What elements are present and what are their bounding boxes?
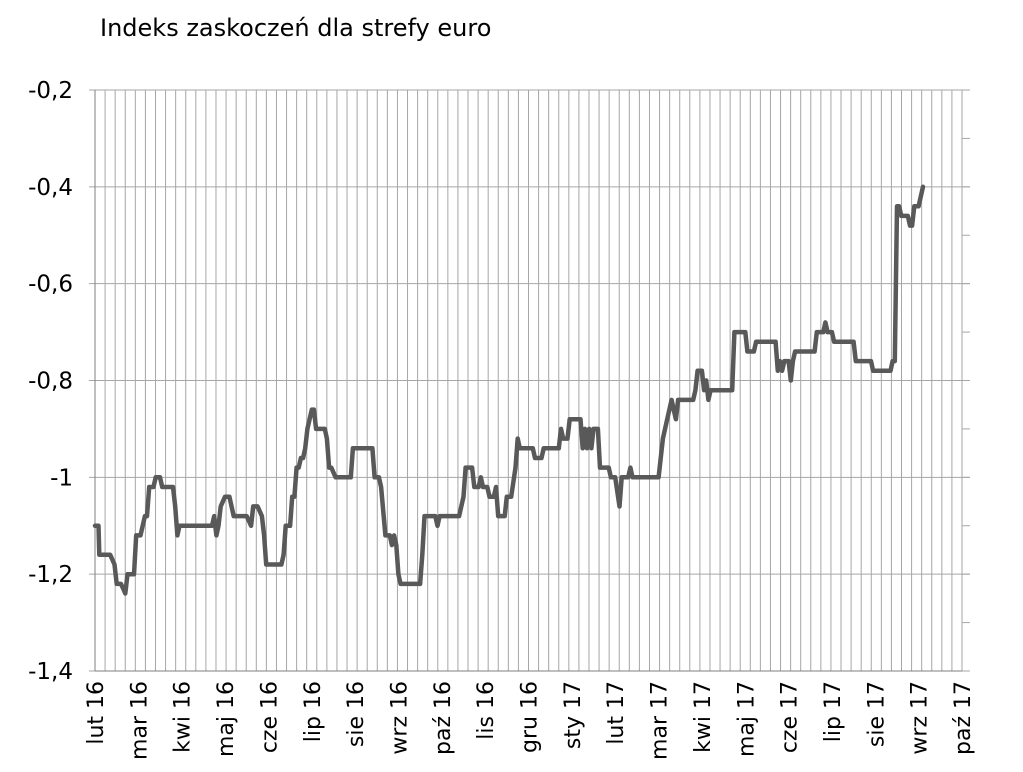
y-tick-label: -0,8 <box>28 369 73 395</box>
x-tick-label: lut 17 <box>604 681 629 745</box>
x-tick-label: paź 16 <box>431 681 456 755</box>
horizontal-gridlines <box>89 89 970 672</box>
x-tick-label: kwi 16 <box>171 681 196 753</box>
x-tick-label: sie 17 <box>864 681 889 747</box>
series-group <box>92 184 926 596</box>
y-tick-label: -1,2 <box>28 562 73 588</box>
x-tick-label: sie 16 <box>344 681 369 747</box>
x-tick-labels: lut 16 mar 16 kwi 16 maj 16 cze 16 lip 16 sie … <box>84 681 976 760</box>
y-tick-label: -1,4 <box>28 659 73 685</box>
x-tick-label: sty 17 <box>561 681 586 749</box>
y-tick-label: -1 <box>50 465 73 491</box>
x-tick-label: wrz 16 <box>387 681 412 755</box>
axes <box>94 90 962 672</box>
x-tick-label: maj 17 <box>734 681 759 757</box>
y-tick-label: -0,6 <box>28 272 73 298</box>
x-tick-label: cze 17 <box>778 681 803 753</box>
x-tick-label: wrz 17 <box>908 681 933 755</box>
x-tick-label: kwi 17 <box>691 681 716 753</box>
y-tick-label: -0,4 <box>28 175 73 201</box>
x-tick-label: lip 16 <box>301 681 326 742</box>
x-tick-label: maj 16 <box>214 681 239 757</box>
x-tick-label: lis 16 <box>474 681 499 740</box>
y-tick-label: -0,2 <box>28 78 73 104</box>
x-tick-label: mar 17 <box>648 681 673 760</box>
x-tick-label: lut 16 <box>84 681 109 745</box>
x-tick-label: cze 16 <box>257 681 282 753</box>
series-line <box>92 184 926 596</box>
x-tick-label: lip 17 <box>821 681 846 742</box>
x-tick-label: paź 17 <box>951 681 976 755</box>
x-tick-label: mar 16 <box>127 681 152 760</box>
chart-title: Indeks zaskoczeń dla strefy euro <box>100 14 492 42</box>
x-tick-label: gru 16 <box>518 681 543 753</box>
y-tick-labels: -0,2 -0,4 -0,6 -0,8 -1 -1,2 -1,4 <box>28 78 73 685</box>
